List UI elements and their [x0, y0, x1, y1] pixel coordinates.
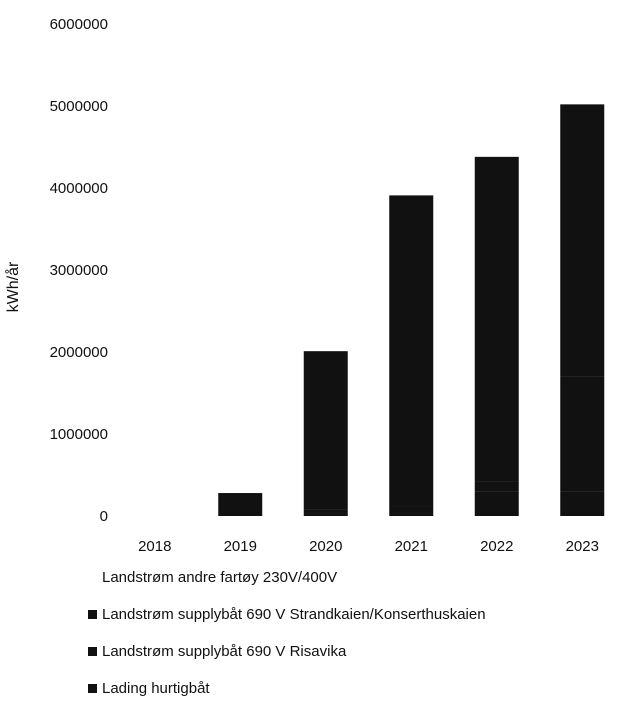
x-tick-label: 2018: [138, 538, 171, 555]
y-tick-label: 6000000: [50, 16, 108, 33]
legend-item: Landstrøm supplybåt 690 V Risavika: [88, 642, 608, 662]
bar-segment: [303, 509, 348, 514]
bar-segment: [218, 493, 263, 516]
legend: Landstrøm andre fartøy 230V/400V Landstr…: [88, 568, 608, 716]
bar-segment: [389, 506, 434, 514]
legend-label: Landstrøm supplybåt 690 V Risavika: [102, 643, 347, 660]
bar-segment: [389, 195, 434, 507]
legend-swatch: [88, 610, 97, 619]
bar-segment: [303, 351, 348, 510]
x-tick-label: 2021: [395, 538, 428, 555]
legend-item: Lading hurtigbåt: [88, 679, 608, 699]
legend-label: Landstrøm andre fartøy 230V/400V: [102, 569, 338, 586]
x-tick-label: 2023: [566, 538, 599, 555]
legend-swatch: [88, 684, 97, 693]
y-tick-label: 2000000: [50, 344, 108, 361]
legend-label: Landstrøm supplybåt 690 V Strandkaien/Ko…: [102, 606, 486, 623]
bar-segment: [474, 481, 519, 492]
legend-item: Landstrøm andre fartøy 230V/400V: [88, 568, 608, 588]
bar-segment: [474, 156, 519, 482]
x-tick-label: 2019: [224, 538, 257, 555]
bar-series: [218, 104, 605, 516]
y-axis-label: kWh/år: [4, 261, 22, 312]
bar-segment: [560, 376, 605, 492]
x-axis-ticks: 2018 2019 2020 2021 2022 2023: [138, 538, 599, 555]
y-tick-label: 3000000: [50, 262, 108, 279]
bar-segment: [474, 491, 519, 516]
bar-segment: [303, 513, 348, 516]
x-tick-label: 2022: [480, 538, 513, 555]
legend-item: Landstrøm supplybåt 690 V Strandkaien/Ko…: [88, 605, 608, 625]
bar-segment: [389, 513, 434, 516]
bar-chart: 0 1000000 2000000 3000000 4000000 5000000 6000…: [4, 16, 605, 555]
y-axis-ticks: 0 1000000 2000000 3000000 4000000 5000000 6000…: [50, 16, 108, 525]
x-tick-label: 2020: [309, 538, 342, 555]
legend-swatch: [88, 647, 97, 656]
y-tick-label: 5000000: [50, 98, 108, 115]
y-tick-label: 0: [100, 508, 108, 525]
y-tick-label: 1000000: [50, 426, 108, 443]
bar-segment: [560, 491, 605, 516]
legend-label: Lading hurtigbåt: [102, 680, 210, 697]
bar-segment: [560, 104, 605, 377]
y-tick-label: 4000000: [50, 180, 108, 197]
